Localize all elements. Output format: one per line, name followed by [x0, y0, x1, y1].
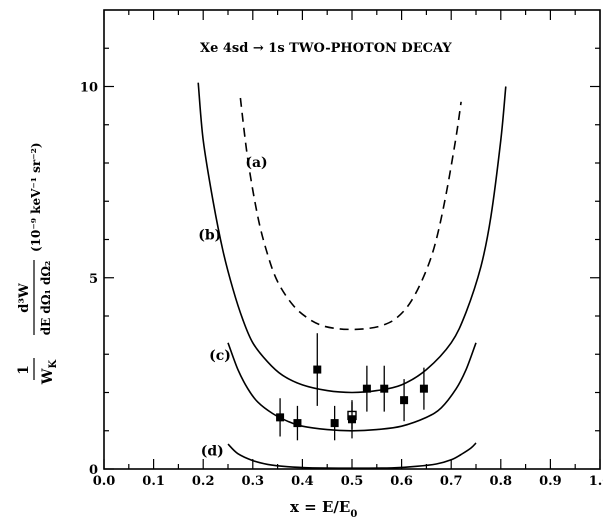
y-label-one: 1 — [16, 365, 32, 375]
data-point — [313, 366, 321, 374]
x-tick-label: 0.1 — [142, 474, 165, 489]
data-point — [363, 385, 371, 393]
x-tick-label: 0.4 — [291, 474, 314, 489]
curve-label-a: (a) — [245, 155, 267, 171]
data-point — [331, 419, 339, 427]
chart-title: Xe 4sd → 1s TWO-PHOTON DECAY — [200, 41, 452, 56]
x-tick-label: 1.0 — [589, 474, 603, 489]
data-point — [420, 385, 428, 393]
y-label-denominator: dE dΩ₁ dΩ₂ — [39, 261, 53, 336]
y-tick-label: 10 — [80, 81, 98, 96]
ticks: 0.00.10.20.30.40.50.60.70.80.91.00510 — [80, 10, 603, 489]
curve-label-d: (d) — [201, 444, 224, 460]
x-tick-label: 0.2 — [192, 474, 215, 489]
x-tick-label: 0.7 — [440, 474, 463, 489]
y-tick-label: 5 — [89, 272, 98, 287]
curve-a — [240, 98, 461, 329]
curve-label-b: (b) — [198, 228, 221, 244]
data-point — [293, 419, 301, 427]
x-tick-label: 0.8 — [489, 474, 512, 489]
y-axis-label: 1 WK d³W dE dΩ₁ dΩ₂ (10⁻⁹ keV⁻¹ sr⁻²) — [16, 142, 59, 385]
x-tick-label: 0.5 — [341, 474, 364, 489]
data-point — [400, 396, 408, 404]
data-point — [380, 385, 388, 393]
x-axis-label: x = E/E0 — [290, 498, 357, 520]
data-points — [276, 333, 428, 440]
x-tick-label: 0.6 — [390, 474, 413, 489]
x-tick-label: 0.3 — [241, 474, 264, 489]
y-label-wk: WK — [40, 359, 59, 385]
y-label-numerator: d³W — [17, 283, 32, 313]
curve-label-c: (c) — [209, 348, 231, 364]
data-point — [348, 415, 356, 423]
curve-labels: (a) (b) (c) (d) — [198, 155, 267, 460]
y-tick-label: 0 — [89, 463, 98, 478]
y-label-units: (10⁻⁹ keV⁻¹ sr⁻²) — [29, 142, 43, 252]
x-tick-label: 0.9 — [539, 474, 562, 489]
data-point — [276, 413, 284, 421]
